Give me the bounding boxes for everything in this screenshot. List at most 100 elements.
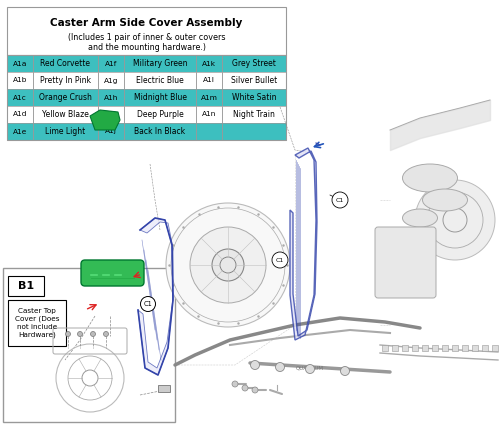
Text: Midnight Blue: Midnight Blue	[134, 93, 186, 102]
Bar	[7, 55, 286, 72]
Text: Deep Purple: Deep Purple	[136, 110, 184, 119]
Polygon shape	[290, 148, 317, 340]
FancyBboxPatch shape	[81, 260, 144, 286]
Bar	[7, 106, 33, 123]
Bar	[158, 385, 170, 392]
Circle shape	[212, 249, 244, 281]
Bar	[196, 106, 222, 123]
Text: A1l: A1l	[203, 78, 215, 84]
Bar	[196, 123, 222, 140]
Ellipse shape	[402, 164, 458, 192]
Text: and the mounting hardware.): and the mounting hardware.)	[88, 42, 206, 51]
Bar	[124, 123, 196, 140]
Text: (Includes 1 pair of inner & outer covers: (Includes 1 pair of inner & outer covers	[68, 33, 225, 42]
Text: Pretty In Pink: Pretty In Pink	[40, 76, 91, 85]
Text: A1h: A1h	[104, 95, 118, 100]
Bar	[7, 55, 286, 140]
Circle shape	[166, 203, 290, 327]
Bar	[492, 345, 498, 351]
Circle shape	[415, 180, 495, 260]
Bar	[7, 72, 33, 89]
Text: Orange Crush: Orange Crush	[39, 93, 92, 102]
Bar	[7, 55, 33, 72]
Bar	[98, 55, 124, 72]
Bar	[402, 345, 408, 351]
Bar	[392, 345, 398, 351]
Bar	[33, 89, 98, 106]
Text: QUANTUM: QUANTUM	[296, 365, 324, 371]
Bar	[7, 106, 286, 123]
Bar	[222, 89, 286, 106]
Text: Night Train: Night Train	[233, 110, 275, 119]
Bar	[472, 345, 478, 351]
Circle shape	[272, 252, 288, 268]
Bar	[482, 345, 488, 351]
Bar	[422, 345, 428, 351]
Text: Silver Bullet: Silver Bullet	[231, 76, 277, 85]
Circle shape	[276, 363, 284, 371]
Circle shape	[78, 332, 82, 337]
Bar	[432, 345, 438, 351]
Bar	[382, 345, 388, 351]
Text: Caster Top
Cover (Does
not include
Hardware): Caster Top Cover (Does not include Hardw…	[15, 308, 60, 338]
Bar	[33, 123, 98, 140]
Bar	[33, 72, 98, 89]
Bar	[7, 89, 33, 106]
Bar	[222, 55, 286, 72]
Text: A1i: A1i	[105, 112, 117, 117]
Text: A1d: A1d	[13, 112, 27, 117]
Bar	[412, 345, 418, 351]
Bar	[124, 89, 196, 106]
Bar	[222, 72, 286, 89]
Bar	[7, 89, 286, 106]
Bar	[98, 72, 124, 89]
Circle shape	[66, 332, 70, 337]
Circle shape	[90, 332, 96, 337]
Text: A1c: A1c	[13, 95, 27, 100]
Text: Yellow Blaze: Yellow Blaze	[42, 110, 89, 119]
Circle shape	[190, 227, 266, 303]
Bar	[196, 72, 222, 89]
Circle shape	[332, 192, 348, 208]
Text: White Satin: White Satin	[232, 93, 276, 102]
Bar	[7, 7, 286, 55]
Text: C1: C1	[276, 257, 284, 262]
Text: A1g: A1g	[104, 78, 118, 84]
Bar	[33, 106, 98, 123]
Circle shape	[104, 332, 108, 337]
Bar	[196, 55, 222, 72]
Circle shape	[242, 385, 248, 391]
Circle shape	[252, 387, 258, 393]
Bar	[462, 345, 468, 351]
Ellipse shape	[402, 209, 438, 227]
Text: B1: B1	[18, 281, 34, 291]
Circle shape	[306, 365, 314, 374]
Bar	[196, 89, 222, 106]
Text: A1j: A1j	[105, 128, 117, 134]
Circle shape	[232, 381, 238, 387]
Bar	[124, 106, 196, 123]
Text: A1e: A1e	[13, 128, 27, 134]
Bar	[452, 345, 458, 351]
Bar	[7, 123, 286, 140]
Bar	[222, 106, 286, 123]
Text: A1k: A1k	[202, 61, 216, 67]
Text: Electric Blue: Electric Blue	[136, 76, 184, 85]
Bar	[3, 268, 175, 422]
Text: A1b: A1b	[13, 78, 27, 84]
Bar	[124, 55, 196, 72]
Text: A1f: A1f	[105, 61, 117, 67]
Polygon shape	[138, 218, 173, 375]
Text: Red Corvette: Red Corvette	[40, 59, 90, 68]
Text: Caster Arm Side Cover Assembly: Caster Arm Side Cover Assembly	[50, 18, 242, 28]
Bar	[98, 89, 124, 106]
Circle shape	[250, 360, 260, 369]
Text: C1: C1	[144, 301, 152, 307]
Text: Military Green: Military Green	[133, 59, 187, 68]
Text: Lime Light: Lime Light	[46, 127, 86, 136]
Text: Grey Street: Grey Street	[232, 59, 276, 68]
Bar	[98, 106, 124, 123]
Bar	[222, 123, 286, 140]
Bar	[8, 276, 44, 296]
Circle shape	[340, 366, 349, 376]
